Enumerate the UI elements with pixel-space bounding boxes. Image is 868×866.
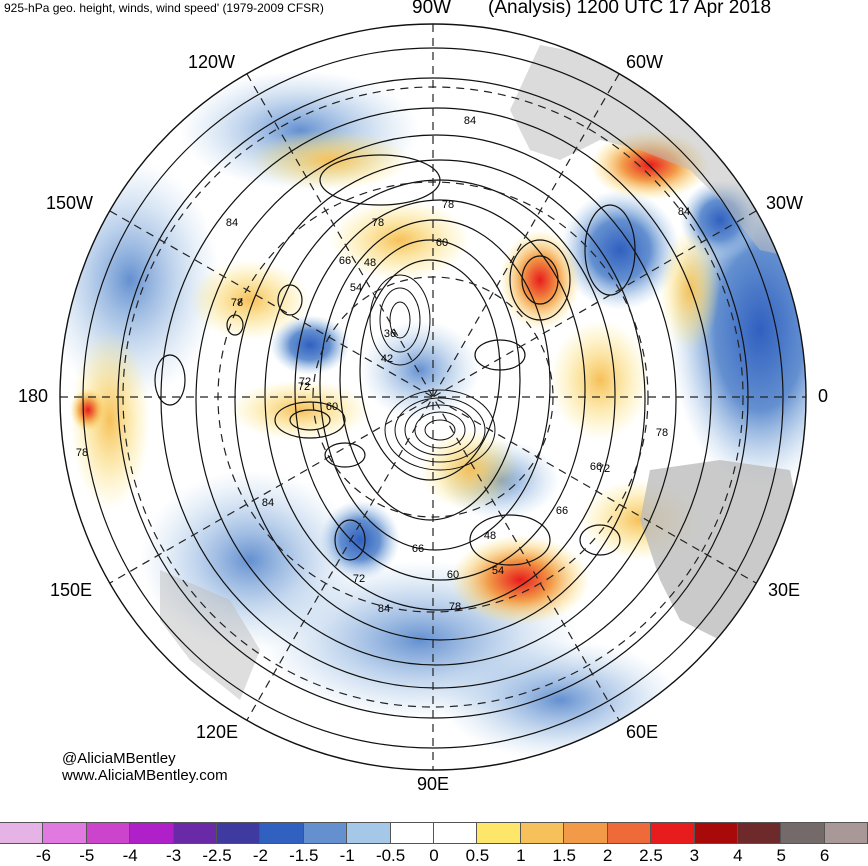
colorbar-swatch bbox=[693, 822, 738, 844]
colorbar-swatch bbox=[563, 822, 608, 844]
colorbar-tick-label: 3 bbox=[689, 846, 700, 865]
contour-label: 66 bbox=[339, 255, 351, 267]
contour-label: 72 bbox=[299, 376, 311, 388]
contour-label: 48 bbox=[364, 257, 376, 269]
contour-label: 60 bbox=[447, 569, 459, 581]
contour-label: 60 bbox=[436, 237, 448, 249]
colorbar-swatch bbox=[519, 822, 565, 844]
colorbar-tick-label: 0 bbox=[429, 846, 439, 865]
contour-label: 78 bbox=[656, 427, 668, 439]
lon-label-60e: 60E bbox=[626, 722, 659, 742]
contour-label: 48 bbox=[484, 530, 496, 542]
contour-label: 54 bbox=[492, 565, 504, 577]
colorbar-tick-label: -6 bbox=[35, 846, 51, 865]
colorbar-swatch bbox=[736, 822, 782, 844]
colorbar-tick-label: -4 bbox=[122, 846, 138, 865]
colorbar-swatch bbox=[216, 822, 261, 844]
contour-label: 78 bbox=[231, 297, 243, 309]
contour-label: 84 bbox=[464, 115, 476, 127]
colorbar-swatch bbox=[433, 822, 478, 844]
colorbar-tick-label: -2.5 bbox=[202, 846, 232, 865]
lon-label-60w: 60W bbox=[626, 52, 664, 72]
colorbar-swatch bbox=[85, 822, 131, 844]
colorbar-swatch bbox=[302, 822, 348, 844]
map-boundary bbox=[59, 23, 807, 771]
contour-label: 72 bbox=[353, 573, 365, 585]
contour-label: 84 bbox=[378, 603, 390, 615]
colorbar-tick-label: -1.5 bbox=[289, 846, 319, 865]
contour-label: 36 bbox=[384, 328, 396, 340]
contour-labels: 8484847878787872727266666666606060545448… bbox=[76, 115, 690, 615]
colorbar-swatch bbox=[650, 822, 695, 844]
analysis-time-title: (Analysis) 1200 UTC 17 Apr 2018 bbox=[488, 0, 772, 18]
colorbar-swatch bbox=[129, 822, 174, 844]
anomaly-shading bbox=[60, 24, 806, 770]
contour-label: 84 bbox=[262, 497, 274, 509]
colorbar-swatch bbox=[476, 822, 521, 844]
colorbar-tick-label: 2 bbox=[602, 846, 613, 865]
lon-label-90e: 90E bbox=[417, 774, 450, 794]
colorbar-swatch bbox=[259, 822, 304, 844]
contour-label: 84 bbox=[226, 217, 238, 229]
colorbar-swatch bbox=[42, 822, 87, 844]
colorbar-tick-label: 5 bbox=[776, 846, 786, 865]
lon-label-30w: 30W bbox=[766, 193, 804, 213]
contour-label: 54 bbox=[350, 282, 362, 294]
lon-label-90w: 90W bbox=[412, 0, 452, 18]
colorbar-tick-label: -5 bbox=[79, 846, 95, 865]
colorbar-tick-label: 1 bbox=[516, 846, 526, 865]
lon-label-0: 0 bbox=[818, 386, 829, 406]
contour-label: 78 bbox=[449, 601, 461, 613]
colorbar-tick-label: -2 bbox=[252, 846, 268, 865]
contour-label: 66 bbox=[412, 543, 424, 555]
contour-label: 78 bbox=[76, 447, 88, 459]
colorbar bbox=[0, 822, 868, 844]
colorbar-swatch bbox=[606, 822, 652, 844]
colorbar-tick-label: 1.5 bbox=[552, 846, 577, 865]
colorbar-swatch bbox=[780, 822, 825, 844]
contour-label: 84 bbox=[678, 206, 690, 218]
contour-label: 78 bbox=[442, 199, 454, 211]
contour-label: 60 bbox=[326, 401, 338, 413]
lon-label-150e: 150E bbox=[50, 580, 93, 600]
graticule bbox=[60, 24, 806, 770]
credit-website: www.AliciaMBentley.com bbox=[62, 767, 228, 784]
colorbar-tick-label: 0.5 bbox=[465, 846, 490, 865]
colorbar-swatch bbox=[823, 822, 868, 844]
lon-label-150w: 150W bbox=[46, 193, 94, 213]
lon-label-180: 180 bbox=[18, 386, 49, 406]
credit-handle: @AliciaMBentley bbox=[62, 750, 176, 767]
low-center-contours bbox=[369, 274, 496, 471]
lon-label-30e: 30E bbox=[768, 580, 801, 600]
colorbar-tick-label: 6 bbox=[819, 846, 830, 865]
colorbar-tick-label: -3 bbox=[166, 846, 182, 865]
colorbar-tick-label: 4 bbox=[733, 846, 743, 865]
colorbar-labels: -6 -5 -4 -3 -2.5 -2 -1.5 -1 -0.5 0 0.5 1 1.5 2 2.5 3 4 5 6 bbox=[0, 846, 868, 866]
colorbar-swatch bbox=[0, 822, 44, 844]
contour-label: 66 bbox=[590, 461, 602, 473]
contour-label: 72 bbox=[598, 463, 610, 475]
contour-label: 78 bbox=[372, 217, 384, 229]
height-contours bbox=[82, 47, 784, 749]
contour-label: 66 bbox=[556, 505, 568, 517]
colorbar-swatch bbox=[172, 822, 218, 844]
colorbar-swatch bbox=[389, 822, 435, 844]
polar-stereographic-map: 8484847878787872727266666666606060545448… bbox=[59, 23, 807, 771]
colorbar-tick-label: 2.5 bbox=[639, 846, 663, 865]
colorbar-tick-label: -1 bbox=[339, 846, 355, 865]
colorbar-swatch bbox=[346, 822, 391, 844]
contour-label: 42 bbox=[381, 353, 393, 365]
contour-label: 72 bbox=[298, 381, 310, 393]
lon-label-120e: 120E bbox=[196, 722, 239, 742]
map-title: 925-hPa geo. height, winds, wind speed' … bbox=[4, 1, 324, 15]
colorbar-tick-label: -0.5 bbox=[375, 846, 406, 865]
lon-label-120w: 120W bbox=[188, 52, 236, 72]
